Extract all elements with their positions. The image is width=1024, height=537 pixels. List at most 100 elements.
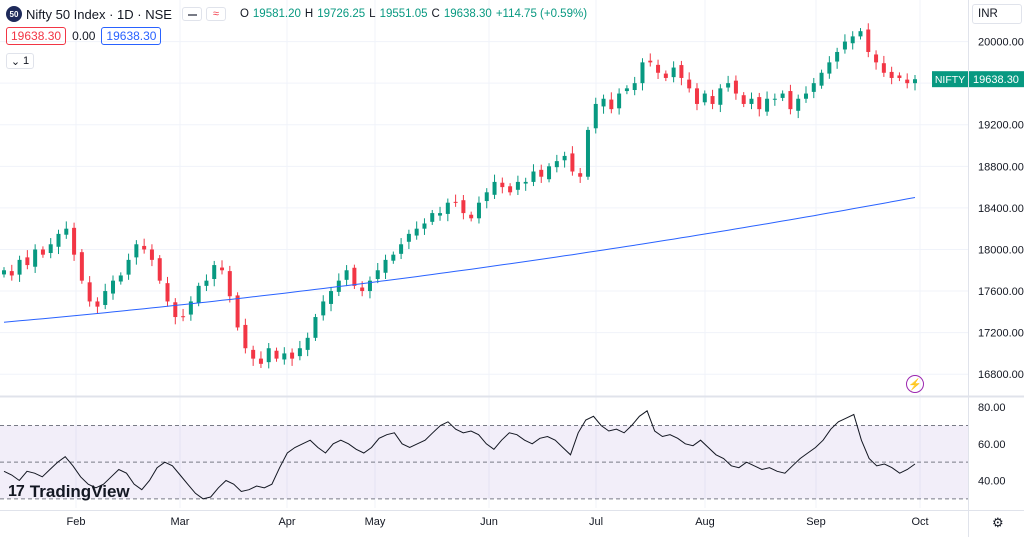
candle-body (835, 51, 840, 62)
candle-body (881, 63, 886, 73)
x-tick-label: Mar (171, 516, 190, 528)
candle-body (803, 93, 808, 99)
candle-body (243, 324, 248, 349)
ohlc-low: 19551.05 (379, 8, 428, 20)
bid-box[interactable]: 19638.30 (6, 27, 67, 45)
candle-body (617, 93, 622, 109)
y-tick-label: 18400.00 (978, 203, 1024, 215)
candle-body (593, 103, 598, 129)
candle-body (905, 79, 910, 84)
candle-body (765, 98, 770, 112)
ask-box[interactable]: 19638.30 (101, 27, 162, 45)
candle-body (585, 129, 590, 177)
candle-body (624, 88, 629, 92)
candle-body (290, 352, 295, 359)
ohlc-change: +114.75 (+0.59%) (495, 8, 588, 20)
candle-body (212, 265, 217, 279)
wave-icon[interactable]: ≈ (205, 7, 226, 21)
candle-body (157, 258, 162, 281)
x-tick-label: May (365, 516, 386, 528)
candle-body (352, 267, 357, 286)
candle-body (33, 249, 38, 267)
candle-body (796, 98, 801, 111)
candle-body (118, 275, 123, 282)
candle-body (492, 181, 497, 195)
rsi-line (3, 410, 916, 500)
candle-body (149, 249, 154, 260)
candle-body (391, 254, 396, 261)
candle-body (671, 67, 676, 78)
candle-body (772, 98, 777, 100)
y-tick-label: 19200.00 (978, 120, 1024, 132)
candle-body (79, 252, 84, 281)
symbol-badge[interactable]: 50 (6, 6, 22, 22)
candle-body (9, 271, 14, 276)
hide-icon[interactable] (181, 7, 202, 21)
candle-body (406, 233, 411, 242)
ohlc-high: 19726.25 (317, 8, 366, 20)
candle-body (749, 98, 754, 104)
candle-body (562, 155, 567, 161)
candle-body (134, 244, 139, 258)
candle-body (422, 223, 427, 229)
logo-mark: 17 (8, 483, 25, 500)
price-label-value-box (969, 71, 1024, 88)
currency-selector[interactable]: INR (972, 4, 1022, 24)
candle-body (897, 75, 902, 78)
candle-body (889, 71, 894, 78)
candle-body (282, 353, 287, 360)
candle-body (858, 31, 863, 37)
ohlc-open-label: O (239, 8, 249, 20)
candle-body (523, 181, 528, 184)
bolt-icon[interactable]: ⚡ (906, 375, 924, 393)
logo-text: TradingView (29, 482, 130, 501)
candle-body (360, 287, 365, 292)
chart-header: 50 Nifty 50 Index · 1D · NSE ≈ O 19581.20… (6, 5, 587, 23)
candle-body (531, 171, 536, 182)
candle-body (811, 83, 816, 92)
candle-body (258, 358, 263, 364)
spread-value: 0.00 (72, 29, 96, 43)
x-tick-label: Sep (806, 516, 826, 528)
candle-body (95, 301, 100, 307)
candle-body (126, 259, 131, 275)
candle-body (375, 270, 380, 279)
candle-body (632, 83, 637, 91)
candle-body (64, 228, 69, 235)
price-label-symbol-box (932, 71, 968, 88)
x-tick-label: Apr (278, 516, 295, 528)
rsi-tick-label: 40.00 (978, 476, 1006, 488)
candle-body (103, 291, 108, 305)
candle-body (687, 79, 692, 89)
symbol-title[interactable]: Nifty 50 Index · 1D · NSE (26, 6, 172, 22)
candle-body (48, 244, 53, 254)
tradingview-logo[interactable]: 17 TradingView (8, 482, 130, 502)
candle-body (344, 270, 349, 280)
candle-body (305, 337, 310, 350)
candle-body (609, 99, 614, 110)
candle-body (72, 227, 77, 255)
candle-body (40, 249, 45, 255)
candle-body (227, 271, 232, 297)
candle-body (188, 301, 193, 315)
candle-body (438, 213, 443, 216)
candle-body (165, 283, 170, 302)
candle-body (757, 97, 762, 110)
candle-body (142, 245, 147, 250)
y-tick-label: 20000.00 (978, 37, 1024, 49)
candle-body (648, 60, 653, 63)
candle-body (694, 88, 699, 104)
x-tick-label: Feb (67, 516, 86, 528)
indicator-toggle[interactable]: ⌄ 1 (6, 53, 34, 69)
candle-body (274, 350, 279, 359)
gear-icon[interactable]: ⚙ (992, 515, 1004, 530)
moving-average-line (3, 197, 916, 323)
candle-body (476, 202, 481, 219)
candle-body (297, 348, 302, 357)
candle-body (329, 291, 334, 304)
candle-body (266, 348, 271, 363)
candle-body (570, 153, 575, 172)
x-tick-label: Jul (589, 516, 603, 528)
ohlc-high-label: H (304, 8, 314, 20)
candle-body (780, 93, 785, 98)
